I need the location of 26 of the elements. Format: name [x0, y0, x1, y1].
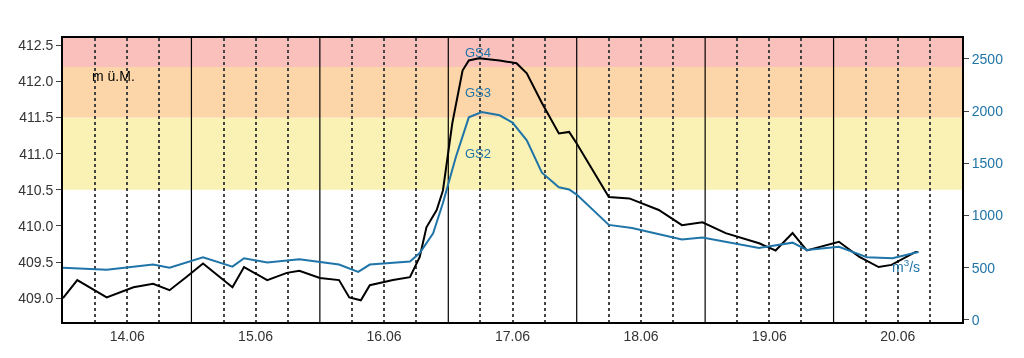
- y-tick-label: 411.0: [19, 145, 54, 162]
- band-label: GS2: [465, 146, 492, 161]
- x-tick-label: 17.06: [494, 327, 531, 344]
- y2-tick-label: 1500: [971, 155, 1004, 172]
- x-tick-label: 19.06: [751, 327, 788, 344]
- x-tick-label: 15.06: [238, 327, 274, 344]
- y-tick-label: 409.5: [18, 253, 54, 270]
- band-label: GS3: [465, 85, 492, 100]
- y2-tick-label: 2000: [971, 102, 1004, 119]
- y-tick-label: 409.0: [18, 290, 54, 307]
- y2-tick-label: 2500: [971, 50, 1004, 67]
- x-tick-label: 14.06: [109, 327, 145, 344]
- y2-tick-label: 500: [971, 259, 996, 276]
- x-tick-label: 16.06: [366, 327, 402, 344]
- y-tick-label: 410.0: [18, 217, 54, 234]
- y2-tick-label: 0: [971, 311, 980, 328]
- y2-tick-label: 1000: [971, 207, 1004, 224]
- x-tick-label: 18.06: [623, 327, 659, 344]
- y-tick-label: 412.0: [18, 73, 54, 90]
- y-tick-label: 412.5: [18, 37, 54, 54]
- y-tick-label: 410.5: [18, 181, 54, 198]
- x-tick-label: 20.06: [880, 327, 916, 344]
- y-axis-title: m ü.M.: [92, 68, 135, 84]
- y-tick-label: 411.5: [19, 109, 54, 126]
- band-label: GS4: [465, 45, 492, 60]
- y2-axis-title: m$^{3}$/s: [892, 257, 921, 275]
